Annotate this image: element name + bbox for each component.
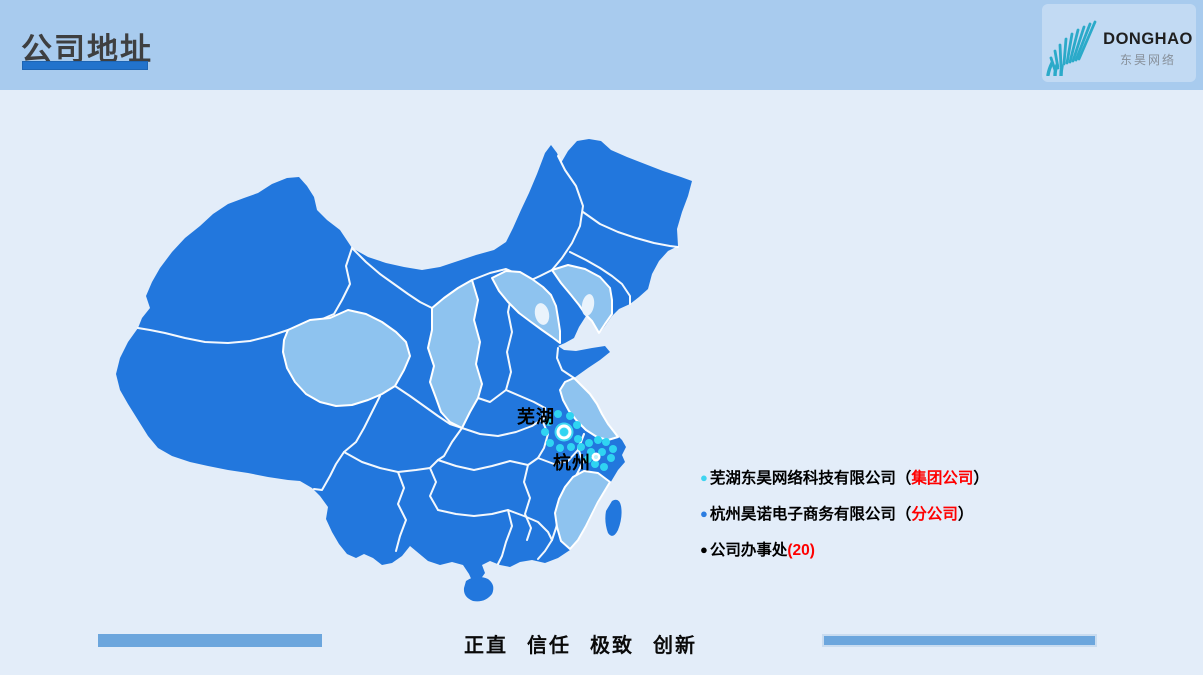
title-underline: [22, 61, 148, 70]
province-shaanxi: [427, 279, 483, 429]
legend-item-offices: ● 公司办事处(20): [700, 532, 989, 568]
motto-word: 创新: [653, 635, 697, 657]
highlight-provinces: [282, 264, 619, 550]
province-borders: [137, 155, 679, 565]
logo-brand-name-cn: 东昊网络: [1119, 53, 1176, 67]
legend-company-name: 杭州昊诺电子商务有限公司: [709, 506, 896, 523]
footer-bar-right: [822, 634, 1097, 647]
legend-tag: 分公司: [911, 506, 958, 523]
map-legend: ● 芜湖东昊网络科技有限公司（集团公司） ● 杭州昊诺电子商务有限公司（分公司） ●…: [700, 460, 989, 568]
legend-tag: 集团公司: [911, 470, 974, 487]
province-hebei: [491, 270, 561, 344]
motto-word: 极致: [590, 635, 634, 657]
legend-item-branch-company: ● 杭州昊诺电子商务有限公司（分公司）: [700, 496, 989, 532]
legend-paren-open: （: [895, 506, 912, 523]
legend-company-name: 芜湖东昊网络科技有限公司: [709, 470, 896, 487]
company-motto: 正直 信任 极致 创新: [464, 629, 697, 658]
hainan-island: [463, 576, 494, 602]
logo-brand-name: DONGHAO: [1103, 30, 1193, 48]
legend-offices-label: 公司办事处: [709, 542, 788, 559]
logo-text: DONGHAO 东昊网络: [1100, 30, 1196, 68]
feather-logo-icon: [1046, 20, 1097, 76]
province-qinghai: [282, 309, 411, 407]
legend-bullet-black: ●: [700, 542, 708, 557]
wuhu-hq-marker: [554, 422, 574, 442]
hangzhou-branch-marker: [591, 452, 601, 462]
legend-paren-close: ）: [973, 470, 989, 487]
white-city-patches: [534, 294, 595, 325]
legend-bullet-cyan: ●: [700, 470, 708, 485]
legend-bullet-blue: ●: [700, 506, 708, 521]
province-fujian: [554, 470, 611, 550]
logo-panel: [1042, 4, 1196, 82]
map-label-hangzhou: 杭州: [553, 453, 591, 473]
footer-bar-left: [98, 634, 322, 647]
office-location-dots: [541, 410, 617, 471]
header-band: 公司地址 DONGHAO 东昊网络: [0, 0, 1203, 90]
motto-word: 正直: [464, 635, 508, 657]
legend-item-group-company: ● 芜湖东昊网络科技有限公司（集团公司）: [700, 460, 989, 496]
map-label-wuhu: 芜湖: [517, 407, 555, 427]
legend-paren-open: （: [895, 470, 912, 487]
motto-word: 信任: [527, 635, 571, 657]
legend-offices-count: (20): [787, 542, 815, 559]
province-liaoning: [551, 264, 613, 334]
legend-paren-close: ）: [957, 506, 974, 523]
taiwan-island: [605, 499, 622, 536]
